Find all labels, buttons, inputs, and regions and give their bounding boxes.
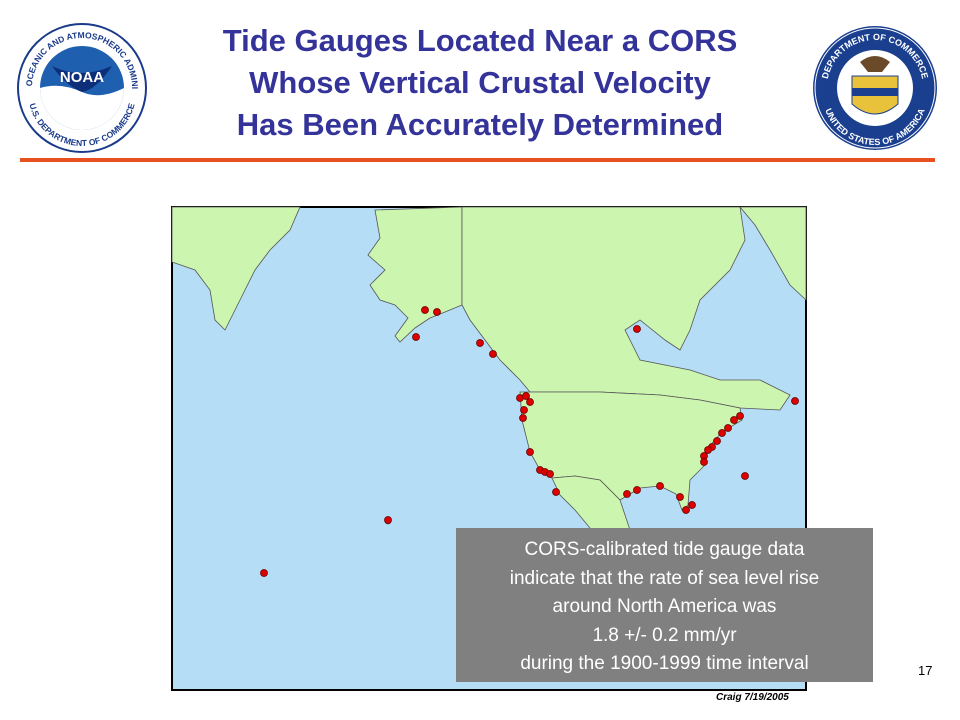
map [171,206,807,691]
noaa-wordmark: NOAA [60,69,104,86]
page-number: 17 [918,663,933,678]
noaa-logo: NATIONAL OCEANIC AND ATMOSPHERIC ADMINIS… [0,0,147,153]
callout: CORS-calibrated tide gauge data indicate… [456,528,873,682]
title-line: Whose Vertical Crustal Velocity [249,65,711,100]
map-credit: Craig 7/19/2005 [716,692,789,703]
callout-line: indicate that the rate of sea level rise [509,567,820,589]
callout-line: CORS-calibrated tide gauge data [524,539,805,560]
commerce-seal: DEPARTMENT OF COMMERCE UNITED STATES OF … [813,26,937,150]
callout-line: around North America was [552,596,777,617]
slide-title: Tide Gauges Located Near a CORS Whose Ve… [150,20,810,146]
callout-line: during the 1900-1999 time interval [520,653,809,674]
tide-gauges [260,306,799,577]
title-line: Tide Gauges Located Near a CORS [222,23,738,58]
title-line: Has Been Accurately Determined [236,107,724,142]
callout-line: 1.8 +/- 0.2 mm/yr [592,624,737,646]
